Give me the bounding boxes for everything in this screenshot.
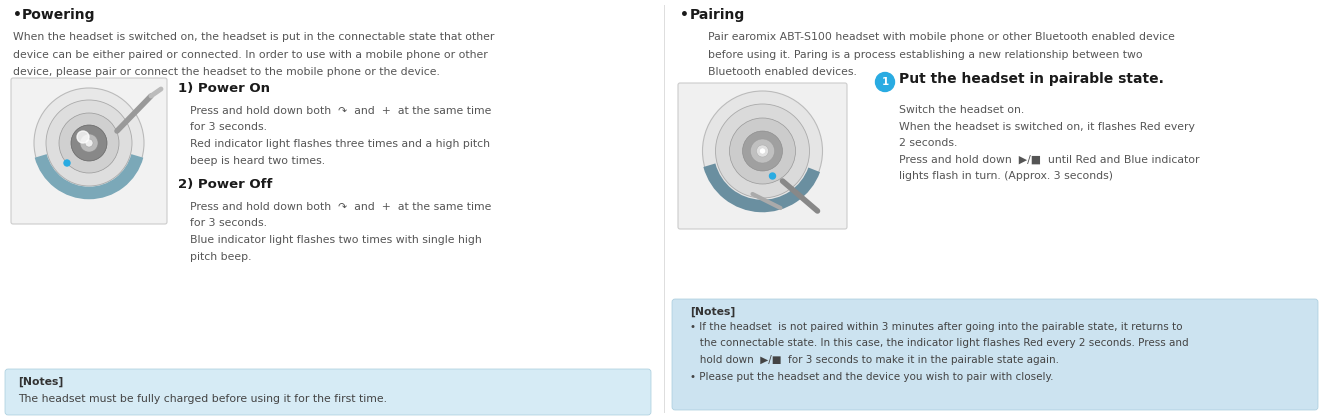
- Circle shape: [35, 88, 143, 198]
- Text: [Notes]: [Notes]: [19, 377, 64, 387]
- Text: Switch the headset on.: Switch the headset on.: [899, 105, 1024, 115]
- Text: Press and hold down  ▶/■  until Red and Blue indicator: Press and hold down ▶/■ until Red and Bl…: [899, 155, 1199, 164]
- Circle shape: [875, 73, 895, 91]
- Text: for 3 seconds.: for 3 seconds.: [190, 219, 267, 229]
- Circle shape: [716, 104, 810, 198]
- Text: When the headset is switched on, it flashes Red every: When the headset is switched on, it flas…: [899, 121, 1195, 131]
- Text: 1) Power On: 1) Power On: [178, 82, 270, 95]
- Circle shape: [769, 173, 776, 179]
- Text: The headset must be fully charged before using it for the first time.: The headset must be fully charged before…: [19, 394, 386, 404]
- Circle shape: [85, 139, 93, 147]
- Text: Blue indicator light flashes two times with single high: Blue indicator light flashes two times w…: [190, 235, 482, 245]
- Circle shape: [757, 145, 769, 157]
- Circle shape: [70, 125, 108, 161]
- Text: • If the headset  is not paired within 3 minutes after going into the pairable s: • If the headset is not paired within 3 …: [691, 322, 1182, 332]
- Circle shape: [742, 131, 782, 171]
- Text: pitch beep.: pitch beep.: [190, 251, 251, 261]
- Circle shape: [729, 118, 795, 184]
- Text: hold down  ▶/■  for 3 seconds to make it in the pairable state again.: hold down ▶/■ for 3 seconds to make it i…: [691, 355, 1058, 365]
- Text: Red indicator light flashes three times and a high pitch: Red indicator light flashes three times …: [190, 139, 490, 149]
- Text: [Notes]: [Notes]: [691, 307, 736, 317]
- Text: Pair earomix ABT-S100 headset with mobile phone or other Bluetooth enabled devic: Pair earomix ABT-S100 headset with mobil…: [708, 32, 1175, 42]
- Text: before using it. Paring is a process establishing a new relationship between two: before using it. Paring is a process est…: [708, 50, 1142, 60]
- Text: Press and hold down both  ↷  and  +  at the same time: Press and hold down both ↷ and + at the …: [190, 202, 491, 212]
- Text: Powering: Powering: [23, 8, 96, 22]
- Text: When the headset is switched on, the headset is put in the connectable state tha: When the headset is switched on, the hea…: [13, 32, 494, 42]
- FancyBboxPatch shape: [679, 83, 847, 229]
- Text: 2) Power Off: 2) Power Off: [178, 178, 272, 191]
- Circle shape: [46, 100, 131, 186]
- Text: Put the headset in pairable state.: Put the headset in pairable state.: [899, 73, 1163, 86]
- Text: device can be either paired or connected. In order to use with a mobile phone or: device can be either paired or connected…: [13, 50, 487, 60]
- Text: •: •: [13, 8, 21, 22]
- Text: for 3 seconds.: for 3 seconds.: [190, 123, 267, 133]
- FancyBboxPatch shape: [672, 299, 1317, 410]
- FancyBboxPatch shape: [11, 78, 167, 224]
- Text: Bluetooth enabled devices.: Bluetooth enabled devices.: [708, 67, 857, 77]
- Text: Press and hold down both  ↷  and  +  at the same time: Press and hold down both ↷ and + at the …: [190, 106, 491, 116]
- Text: the connectable state. In this case, the indicator light flashes Red every 2 sec: the connectable state. In this case, the…: [691, 339, 1189, 349]
- Circle shape: [760, 148, 765, 154]
- Circle shape: [64, 160, 70, 166]
- FancyBboxPatch shape: [5, 369, 651, 415]
- Text: 1: 1: [882, 77, 888, 87]
- Text: •: •: [680, 8, 689, 22]
- Circle shape: [750, 139, 774, 163]
- Text: lights flash in turn. (Approx. 3 seconds): lights flash in turn. (Approx. 3 seconds…: [899, 171, 1113, 181]
- Circle shape: [77, 131, 89, 143]
- Circle shape: [80, 134, 98, 152]
- Circle shape: [58, 113, 120, 173]
- Text: beep is heard two times.: beep is heard two times.: [190, 156, 325, 166]
- Text: device, please pair or connect the headset to the mobile phone or the device.: device, please pair or connect the heads…: [13, 67, 440, 77]
- Text: 2 seconds.: 2 seconds.: [899, 138, 957, 148]
- Text: Pairing: Pairing: [691, 8, 745, 22]
- Circle shape: [703, 91, 822, 211]
- Text: • Please put the headset and the device you wish to pair with closely.: • Please put the headset and the device …: [691, 372, 1053, 382]
